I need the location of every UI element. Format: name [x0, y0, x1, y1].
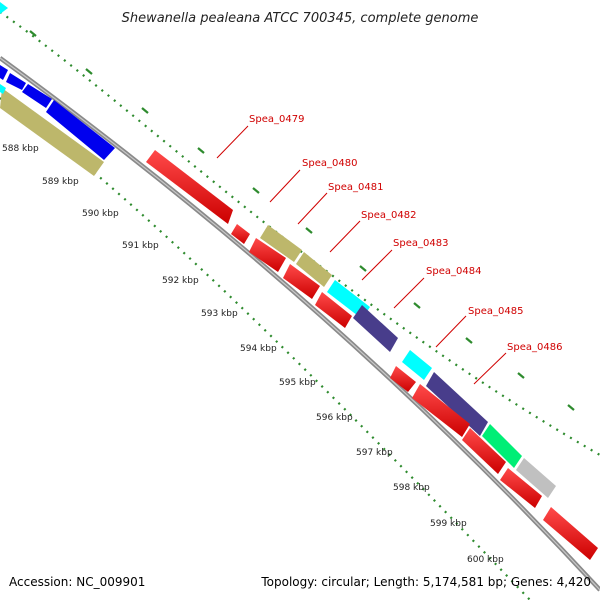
gene-label[interactable]: Spea_0483	[393, 238, 448, 249]
outer-dotted-ring	[0, 11, 600, 456]
tick-label: 598 kbp	[393, 483, 430, 493]
gene-label-leaders	[216, 125, 507, 385]
tick-label: 600 kbp	[467, 555, 504, 565]
tick-label: 597 kbp	[356, 448, 393, 458]
map-title: Shewanella pealeana ATCC 700345, complet…	[122, 11, 479, 26]
gene-spea-0480-arrow	[231, 224, 250, 244]
tick-label: 588 kbp	[2, 144, 39, 154]
genome-summary-text: Topology: circular; Length: 5,174,581 bp…	[260, 575, 591, 589]
kbp-tick-labels: 588 kbp 589 kbp 590 kbp 591 kbp 592 kbp …	[2, 144, 504, 565]
tick-label: 591 kbp	[122, 241, 159, 251]
tick-label: 589 kbp	[42, 177, 79, 187]
gene-label[interactable]: Spea_0480	[302, 158, 357, 169]
gene-cyan-left-small	[0, 84, 6, 94]
gene-labels: Spea_0479 Spea_0480 Spea_0481 Spea_0482 …	[249, 114, 562, 353]
gene-label[interactable]: Spea_0486	[507, 342, 562, 353]
gene-label[interactable]: Spea_0485	[468, 306, 523, 317]
tick-label: 590 kbp	[82, 209, 119, 219]
tick-label: 596 kbp	[316, 413, 353, 423]
tick-label: 592 kbp	[162, 276, 199, 286]
middle-genes	[260, 225, 556, 498]
blue-genes-left	[0, 65, 115, 160]
tick-label: 593 kbp	[201, 309, 238, 319]
gene-spea-0486-arrow	[543, 507, 598, 560]
tick-label: 599 kbp	[430, 519, 467, 529]
genome-backbone-highlight	[0, 57, 600, 591]
gene-label[interactable]: Spea_0484	[426, 266, 481, 277]
gene-cyan-topleft	[0, 2, 8, 14]
gene-label[interactable]: Spea_0482	[361, 210, 416, 221]
gene-olive-left	[0, 88, 104, 176]
accession-text: Accession: NC_009901	[9, 575, 145, 589]
forward-genes	[146, 150, 598, 560]
tick-label: 595 kbp	[279, 378, 316, 388]
gene-label[interactable]: Spea_0479	[249, 114, 304, 125]
gene-spea-0479-arrow	[146, 150, 233, 224]
outer-tick-marks	[29, 30, 575, 411]
gene-label[interactable]: Spea_0481	[328, 182, 383, 193]
tick-label: 594 kbp	[240, 344, 277, 354]
reverse-genes	[249, 238, 542, 508]
